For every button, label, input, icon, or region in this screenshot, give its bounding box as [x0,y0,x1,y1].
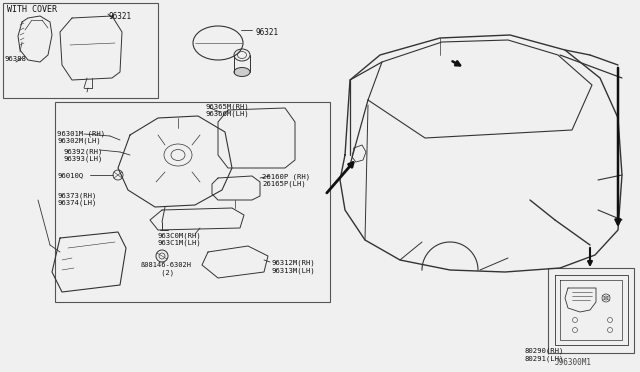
Text: 96301M (RH)
96302M(LH): 96301M (RH) 96302M(LH) [57,130,105,144]
Text: 96321: 96321 [255,28,278,37]
Bar [3,3,158,98]
Text: 96388: 96388 [4,56,26,62]
Text: 963C0M(RH)
963C1M(LH): 963C0M(RH) 963C1M(LH) [158,232,202,246]
Text: 96365M(RH)
96366M(LH): 96365M(RH) 96366M(LH) [205,103,249,117]
Text: 26160P (RH)
26165P(LH): 26160P (RH) 26165P(LH) [262,173,310,187]
Text: 96392(RH)
96393(LH): 96392(RH) 96393(LH) [63,148,102,162]
Text: 96373(RH)
96374(LH): 96373(RH) 96374(LH) [57,192,97,206]
Text: 96312M(RH)
96313M(LH): 96312M(RH) 96313M(LH) [272,260,316,274]
Text: WITH COVER: WITH COVER [7,5,57,14]
Text: 96010Q: 96010Q [57,172,83,178]
Bar [548,268,634,353]
Text: 80290(RH)
80291(LH): 80290(RH) 80291(LH) [525,348,564,362]
Text: 96321: 96321 [108,12,131,21]
Text: J96300M1: J96300M1 [555,358,592,367]
Bar [55,102,330,302]
Text: ß08146-6302H
     (2): ß08146-6302H (2) [140,262,191,276]
Ellipse shape [234,67,250,77]
